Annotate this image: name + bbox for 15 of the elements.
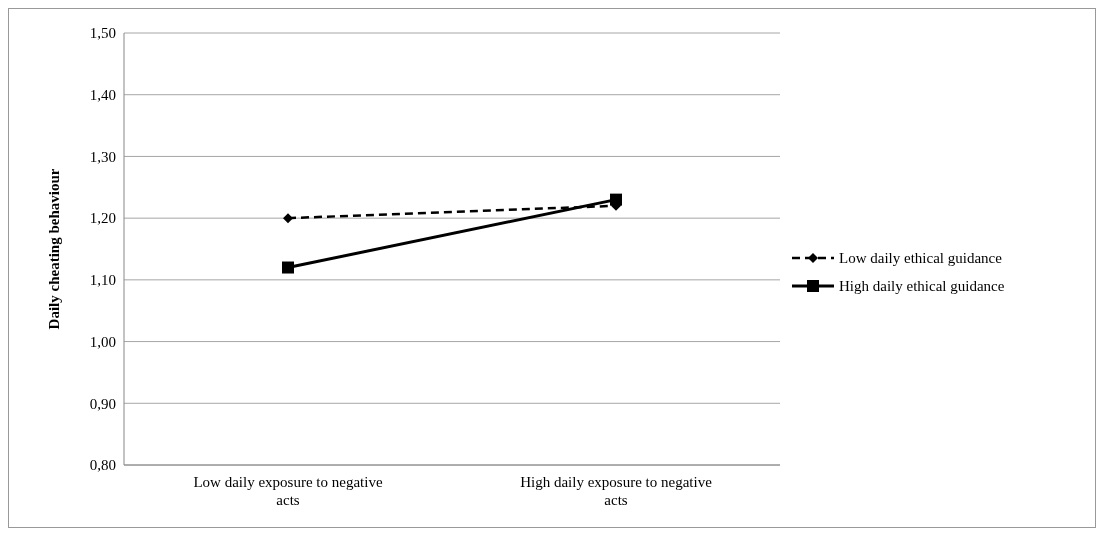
y-tick-label: 1,30 (89, 148, 116, 165)
y-tick-label: 1,10 (89, 272, 116, 289)
point (283, 213, 293, 224)
legend-label: High daily ethical guidance (839, 277, 1005, 295)
y-tick-label: 1,40 (89, 87, 116, 104)
x-tick-label: Low daily exposure to negative acts (193, 474, 383, 508)
y-tick-label: 0,80 (89, 457, 116, 474)
y-axis-title: Daily cheating behaviour (46, 168, 63, 330)
y-tick-label: 1,00 (89, 333, 116, 350)
y-tick-label: 1,50 (89, 25, 116, 42)
y-tick-label: 0,90 (89, 395, 116, 412)
x-tick-label: High daily exposure to negative acts (520, 474, 713, 508)
y-tick-label: 1,20 (89, 210, 116, 227)
point (282, 261, 294, 274)
legend-label: Low daily ethical guidance (839, 249, 1002, 267)
